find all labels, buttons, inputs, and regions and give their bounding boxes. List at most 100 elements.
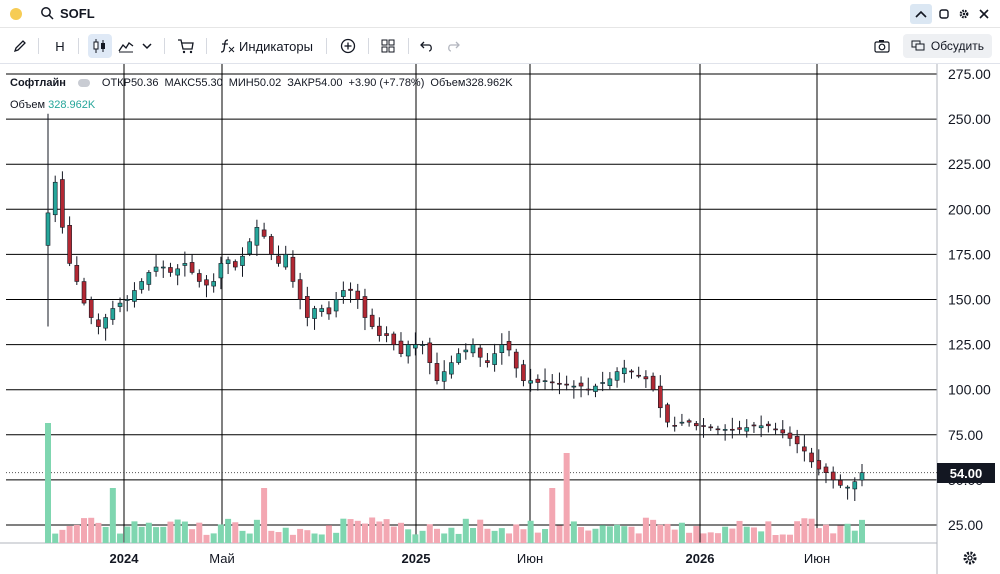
discuss-label: Обсудить <box>930 39 984 53</box>
maximize-button[interactable] <box>936 4 952 24</box>
volume-bar <box>109 488 116 543</box>
candle-body <box>232 261 238 268</box>
volume-bar <box>268 530 275 543</box>
candles-button[interactable] <box>88 34 112 58</box>
volume-bar <box>217 524 224 543</box>
snapshot-button[interactable] <box>870 34 894 58</box>
volume-bar <box>794 521 801 543</box>
candle-body <box>247 241 252 255</box>
volume-bar <box>822 524 829 543</box>
draw-button[interactable] <box>8 34 32 58</box>
volume-label: Объем <box>10 99 46 111</box>
interval-button[interactable]: H <box>48 34 72 58</box>
volume-bar <box>433 528 440 543</box>
visibility-toggle-icon[interactable] <box>77 79 90 87</box>
redo-button[interactable] <box>442 34 464 58</box>
y-axis-tick-label: 100.00 <box>948 382 991 398</box>
x-axis-tick-label: Июн <box>517 551 543 566</box>
volume-bar <box>758 531 765 543</box>
candle-body <box>45 212 51 246</box>
candle-body <box>549 381 555 384</box>
volume-bar <box>743 526 750 543</box>
volume-bar <box>275 532 282 543</box>
candle-body <box>780 429 786 434</box>
candle-body <box>405 344 411 357</box>
change-readout: +3.90 (+7.78%) <box>348 77 425 89</box>
low-readout: МИН50.02 <box>228 77 282 89</box>
volume-bar <box>325 525 332 543</box>
divider <box>326 38 327 54</box>
symbol-search-input[interactable]: SOFL <box>60 6 95 21</box>
candle-body <box>499 344 505 353</box>
trade-button[interactable] <box>174 34 198 58</box>
volume-bar <box>369 517 376 543</box>
volume-bar <box>628 526 635 543</box>
candle-body <box>477 347 483 358</box>
volume-bar <box>160 526 167 543</box>
indicators-button[interactable]: Индикаторы <box>216 34 316 58</box>
volume-bar <box>297 528 304 543</box>
layout-button[interactable] <box>376 34 400 58</box>
discuss-button[interactable]: Обсудить <box>902 34 992 58</box>
candlestick-icon <box>93 39 105 53</box>
volume-bar <box>815 528 822 543</box>
volume-bar <box>470 527 477 543</box>
redo-icon <box>448 41 460 52</box>
volume-bar <box>484 528 491 543</box>
volume-bar <box>527 520 534 543</box>
volume-bar <box>570 521 577 543</box>
candle-body <box>146 272 152 285</box>
candle-body <box>276 255 281 264</box>
chat-icon <box>911 40 925 51</box>
instrument-name: Софтлайн <box>10 77 66 89</box>
volume-bar <box>642 517 649 543</box>
x-axis-tick-label: 2026 <box>686 551 715 566</box>
close-readout: ЗАКР54.00 <box>287 77 343 89</box>
volume-bar <box>66 526 73 543</box>
candle-body <box>218 263 224 279</box>
chart-settings-gear-icon[interactable] <box>961 549 979 567</box>
candle-body <box>74 265 80 282</box>
candle-body <box>600 382 605 384</box>
volume-bar <box>426 524 433 543</box>
candle-body <box>773 428 778 431</box>
volume-bar <box>390 526 397 543</box>
candle-body <box>564 383 569 386</box>
volume-bar <box>117 533 124 543</box>
collapse-button[interactable] <box>910 4 932 24</box>
volume-bar <box>203 534 210 543</box>
candle-body <box>658 385 663 409</box>
volume-bar <box>556 525 563 543</box>
candle-body <box>585 388 591 391</box>
volume-bar <box>578 527 585 543</box>
volume-bar <box>635 533 642 543</box>
volume-bar <box>750 527 757 543</box>
volume-bar <box>333 532 340 543</box>
volume-bar <box>405 529 412 543</box>
price-chart[interactable]: 275.00 250.00 225.00 200.00 175.00 150.00 125.… <box>0 64 1000 574</box>
candle-body <box>434 363 440 381</box>
function-icon <box>220 39 235 53</box>
candle-body <box>830 471 836 481</box>
volume-bar <box>722 526 729 543</box>
candle-body <box>852 481 858 490</box>
volume-bar <box>851 530 858 543</box>
compare-button[interactable] <box>336 34 360 58</box>
undo-button[interactable] <box>416 34 438 58</box>
close-button[interactable] <box>976 4 992 24</box>
volume-bar <box>189 529 196 543</box>
volume-bar <box>462 518 469 543</box>
camera-icon <box>874 40 890 53</box>
candle-body <box>377 325 382 336</box>
volume-bar <box>844 523 851 543</box>
y-axis-tick-label: 25.00 <box>948 517 983 533</box>
volume-bar <box>246 533 253 543</box>
search-icon[interactable] <box>40 6 54 20</box>
settings-button[interactable] <box>956 4 972 24</box>
area-chart-button[interactable] <box>114 34 138 58</box>
x-axis-tick-label: Май <box>209 551 234 566</box>
candle-body <box>283 254 289 268</box>
volume-readout: Объем328.962K <box>430 77 513 89</box>
chart-type-dropdown[interactable] <box>138 34 156 58</box>
candle-body <box>132 290 137 302</box>
